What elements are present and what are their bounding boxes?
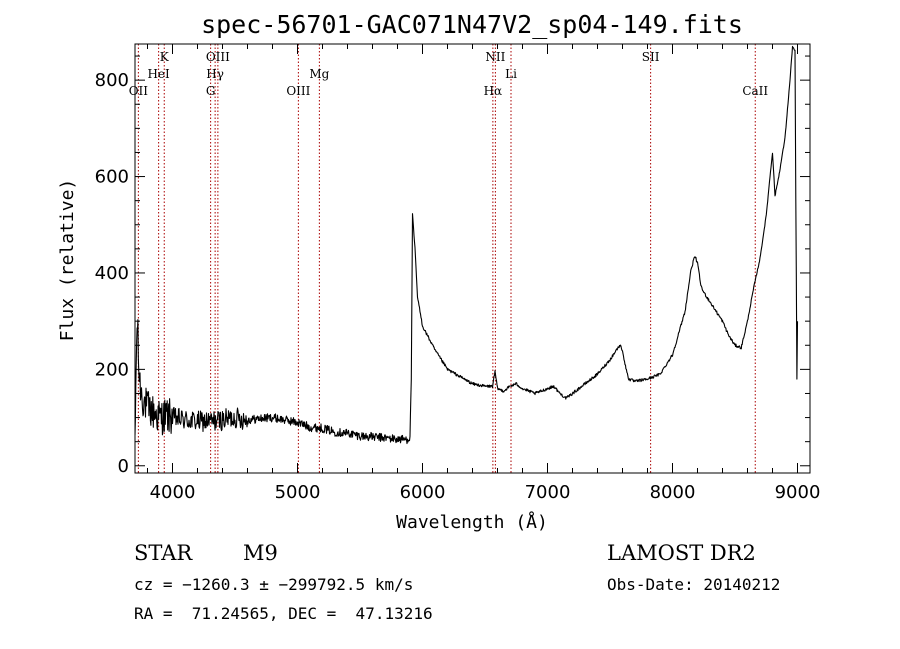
coordinates-readout: RA = 71.24565, DEC = 47.13216 (134, 604, 433, 623)
x-tick-label-2: 6000 (400, 482, 446, 503)
object-class: STAR (134, 541, 193, 565)
y-tick-label-2: 400 (95, 263, 129, 284)
x-tick-label-4: 8000 (650, 482, 696, 503)
chart-title: spec-56701-GAC071N47V2_sp04-149.fits (201, 10, 743, 39)
marker-label-10: Li (505, 67, 517, 81)
x-axis-label: Wavelength (Å) (396, 511, 548, 533)
x-tick-label-5: 9000 (775, 482, 821, 503)
y-tick-label-4: 800 (95, 70, 129, 91)
plot-frame (134, 43, 811, 474)
y-tick-label-0: 0 (118, 456, 129, 477)
marker-label-1: K (160, 50, 170, 64)
x-tick-label-1: 5000 (275, 482, 321, 503)
marker-label-11: SII (642, 50, 660, 64)
redshift-readout: cz = −1260.3 ± −299792.5 km/s (134, 575, 414, 594)
marker-label-3: OIII (206, 50, 230, 64)
marker-label-2: HeI (147, 67, 170, 81)
marker-label-8: NII (485, 50, 505, 64)
marker-label-6: OIII (286, 84, 310, 98)
x-tick-label-3: 7000 (525, 482, 571, 503)
y-axis-label: Flux (relative) (57, 179, 78, 342)
marker-label-7: Mg (309, 67, 329, 81)
marker-label-12: CaII (742, 84, 768, 98)
y-tick-label-1: 200 (95, 359, 129, 380)
marker-label-5: G (206, 84, 216, 98)
marker-label-4: Hγ (206, 67, 224, 81)
spectrum-line (135, 45, 799, 445)
observation-date: Obs-Date: 20140212 (607, 575, 781, 594)
survey-name: LAMOST DR2 (607, 541, 756, 565)
marker-label-0: OII (129, 84, 149, 98)
object-subclass: M9 (243, 541, 278, 565)
x-tick-label-0: 4000 (150, 482, 196, 503)
marker-label-9: Hα (484, 84, 503, 98)
y-tick-label-3: 600 (95, 167, 129, 188)
